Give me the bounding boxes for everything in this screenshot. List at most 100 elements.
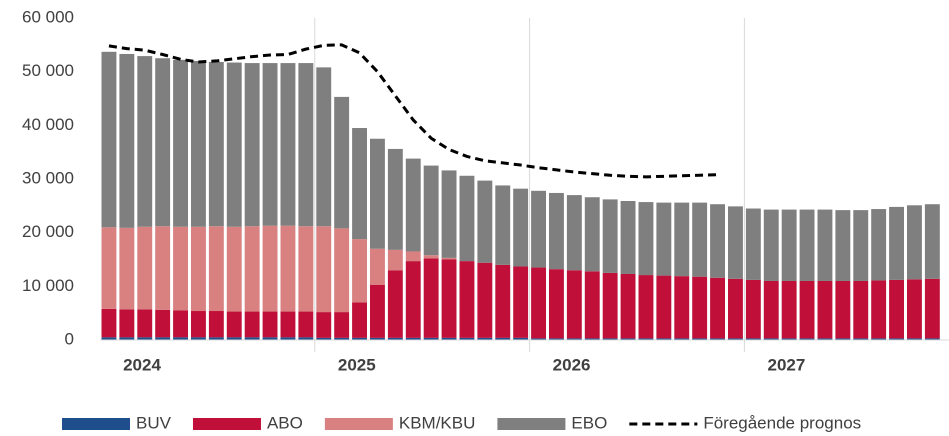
legend-swatch	[192, 418, 261, 430]
bar-segment	[549, 192, 564, 270]
bar-segment	[477, 262, 493, 338]
bar-segment	[441, 170, 457, 258]
bar-segment	[513, 188, 529, 267]
legend-label: BUV	[136, 413, 172, 432]
bar-segment	[674, 276, 690, 339]
y-tick-label: 50 000	[22, 61, 74, 80]
bar-segment	[191, 60, 206, 227]
bar-segment	[298, 337, 314, 340]
bar-segment	[119, 227, 135, 310]
bar-segment	[692, 338, 708, 340]
bar-segment	[674, 338, 690, 340]
bar-segment	[459, 175, 475, 262]
bar-segment	[692, 202, 708, 277]
bar-segment	[155, 337, 171, 340]
bar-segment	[334, 228, 350, 313]
bar-segment	[137, 226, 153, 310]
bar-segment	[566, 338, 582, 340]
bar-segment	[280, 63, 296, 226]
bar-segment	[584, 271, 600, 339]
bar-segment	[155, 309, 171, 338]
bar-segment	[316, 312, 332, 338]
bar-segment	[566, 195, 582, 271]
bar-segment	[889, 206, 904, 280]
bar-segment	[262, 311, 278, 338]
bar-segment	[334, 96, 350, 229]
bar-segment	[101, 227, 117, 309]
bar-segment	[495, 185, 511, 265]
bar-segment	[602, 338, 618, 340]
bar-segment	[370, 337, 385, 340]
y-tick-label: 0	[65, 329, 74, 348]
bar-segment	[781, 280, 797, 339]
x-tick-label: 2024	[123, 355, 161, 374]
bar-segment	[459, 261, 475, 338]
bar-segment	[334, 312, 350, 338]
bar-segment	[477, 180, 493, 263]
bar-segment	[638, 202, 654, 276]
bar-segment	[387, 148, 403, 250]
bar-segment	[370, 284, 385, 338]
bar-segment	[119, 337, 135, 340]
bar-segment	[119, 53, 135, 228]
bar-segment	[656, 275, 672, 339]
bar-segment	[352, 239, 367, 303]
bar-segment	[871, 338, 887, 340]
bar-segment	[334, 337, 350, 340]
bar-segment	[101, 337, 117, 340]
bar-segment	[602, 199, 618, 273]
bar-segment	[405, 158, 421, 252]
bar-segment	[692, 276, 708, 339]
bar-segment	[226, 311, 242, 338]
bar-segment	[244, 226, 260, 312]
legend-label: KBM/KBU	[399, 413, 476, 432]
bar-segment	[155, 58, 171, 227]
legend-swatch	[497, 418, 566, 430]
bar-segment	[316, 337, 332, 340]
bar-segment	[907, 279, 922, 339]
bar-segment	[208, 311, 224, 338]
bar-segment	[853, 280, 869, 339]
bar-segment	[620, 273, 636, 339]
bar-segment	[781, 209, 797, 281]
bar-segment	[745, 279, 761, 339]
bar-segment	[298, 226, 314, 312]
bar-segment	[620, 338, 636, 340]
bar-segment	[137, 56, 153, 227]
bar-segment	[835, 280, 851, 339]
bar-segment	[728, 278, 743, 339]
bar-segment	[387, 337, 403, 340]
bar-segment	[638, 275, 654, 339]
bar-segment	[584, 338, 600, 340]
bar-segment	[924, 338, 940, 340]
bar-segment	[924, 278, 940, 339]
bar-segment	[173, 59, 188, 227]
bar-segment	[889, 279, 904, 339]
y-tick-label: 30 000	[22, 168, 74, 187]
bar-segment	[387, 249, 403, 271]
bar-segment	[495, 264, 511, 338]
legend-label: ABO	[267, 413, 303, 432]
bar-segment	[101, 308, 117, 338]
bar-segment	[638, 338, 654, 340]
bar-segment	[781, 338, 797, 340]
bar-segment	[208, 226, 224, 312]
bar-segment	[208, 62, 224, 227]
x-tick-label: 2026	[553, 355, 591, 374]
bar-segment	[763, 338, 779, 340]
bar-segment	[226, 337, 242, 340]
bar-segment	[173, 310, 188, 338]
bar-segment	[441, 259, 457, 338]
bar-segment	[262, 337, 278, 340]
bar-segment	[584, 197, 600, 272]
bar-segment	[656, 338, 672, 340]
bar-segment	[262, 63, 278, 226]
bar-segment	[137, 337, 153, 340]
bar-segment	[101, 51, 117, 228]
bar-segment	[405, 337, 421, 340]
bar-segment	[191, 337, 206, 340]
bar-segment	[799, 338, 815, 340]
bar-segment	[710, 338, 725, 340]
bar-segment	[924, 204, 940, 279]
bar-segment	[298, 63, 314, 227]
